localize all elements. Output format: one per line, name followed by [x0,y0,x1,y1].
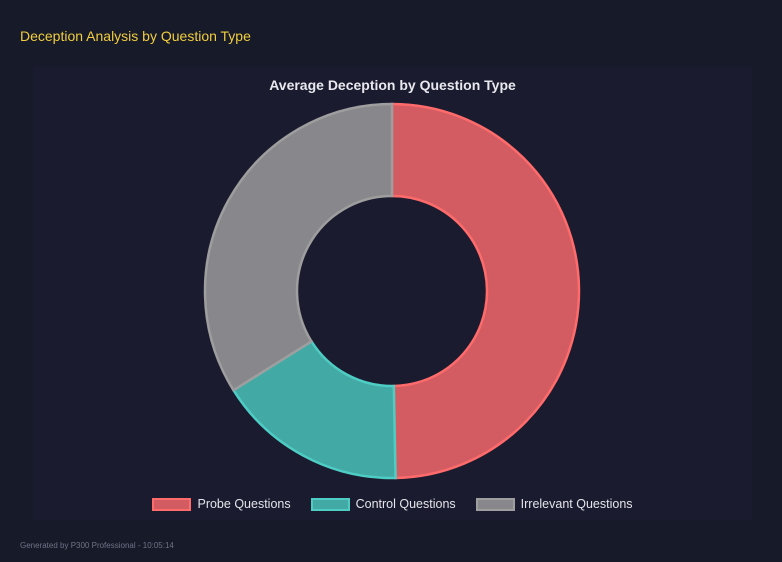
legend-swatch [475,497,515,511]
slice-probe-questions[interactable] [390,102,581,480]
legend-label: Control Questions [355,497,456,511]
chart-title: Average Deception by Question Type [269,77,516,93]
chart-legend: Probe Questions Control Questions Irreleva… [33,497,752,511]
legend-swatch [310,497,350,511]
footer-text: Generated by P300 Professional - 10:05:1… [20,541,174,550]
legend-swatch [152,497,192,511]
legend-item[interactable]: Control Questions [310,497,456,511]
legend-label: Irrelevant Questions [520,497,633,511]
page-heading: Deception Analysis by Question Type [20,28,251,44]
legend-item[interactable]: Irrelevant Questions [475,497,633,511]
doughnut-chart [203,102,581,480]
legend-item[interactable]: Probe Questions [152,497,291,511]
chart-panel: Average Deception by Question Type Probe… [33,67,752,520]
slice-irrelevant-questions[interactable] [203,102,394,392]
legend-label: Probe Questions [197,497,291,511]
